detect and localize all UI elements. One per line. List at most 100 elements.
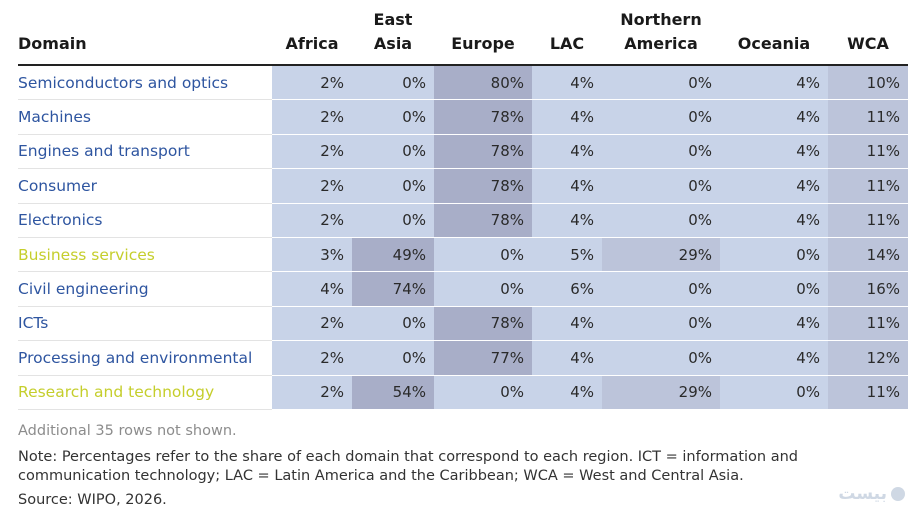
cell-oceania: 0% <box>720 271 828 307</box>
table-row: Processing and environmental 2% 0% 77% 4… <box>18 340 908 376</box>
cell-lac: 4% <box>532 168 602 204</box>
cell-africa: 2% <box>272 203 352 238</box>
table-row: Machines 2% 0% 78% 4% 0% 4% 11% <box>18 99 908 135</box>
cell-wca: 16% <box>828 271 908 307</box>
domain-link[interactable]: Research and technology <box>18 375 272 410</box>
table-row: Electronics 2% 0% 78% 4% 0% 4% 11% <box>18 203 908 238</box>
watermark: بیست <box>838 484 905 504</box>
header-oceania: Oceania <box>720 8 828 66</box>
cell-east-asia: 0% <box>352 203 434 238</box>
domain-link[interactable]: Machines <box>18 99 272 135</box>
domain-region-table: Domain Africa East Asia Europe LAC Northe… <box>18 8 908 410</box>
cell-east-asia: 0% <box>352 340 434 376</box>
domain-link[interactable]: Processing and environmental <box>18 340 272 376</box>
cell-lac: 4% <box>532 99 602 135</box>
cell-northern-america: 29% <box>602 237 720 273</box>
cell-east-asia: 74% <box>352 271 434 307</box>
cell-oceania: 0% <box>720 375 828 410</box>
cell-lac: 4% <box>532 375 602 410</box>
cell-oceania: 4% <box>720 99 828 135</box>
cell-europe: 78% <box>434 99 532 135</box>
cell-east-asia: 0% <box>352 168 434 204</box>
domain-link[interactable]: ICTs <box>18 306 272 342</box>
table-row: Consumer 2% 0% 78% 4% 0% 4% 11% <box>18 168 908 204</box>
cell-northern-america: 0% <box>602 271 720 307</box>
cell-wca: 11% <box>828 168 908 204</box>
domain-link[interactable]: Electronics <box>18 203 272 238</box>
cell-europe: 78% <box>434 134 532 170</box>
table-row: Civil engineering 4% 74% 0% 6% 0% 0% 16% <box>18 271 908 307</box>
domain-link[interactable]: Engines and transport <box>18 134 272 170</box>
cell-northern-america: 0% <box>602 168 720 204</box>
cell-europe: 77% <box>434 340 532 376</box>
cell-east-asia: 0% <box>352 306 434 342</box>
table-note: Note: Percentages refer to the share of … <box>18 449 798 484</box>
cell-africa: 2% <box>272 375 352 410</box>
domain-link[interactable]: Civil engineering <box>18 271 272 307</box>
domain-link[interactable]: Semiconductors and optics <box>18 65 272 101</box>
header-europe: Europe <box>434 8 532 66</box>
cell-oceania: 0% <box>720 237 828 273</box>
cell-europe: 0% <box>434 237 532 273</box>
header-east-asia-line2: Asia <box>373 34 413 53</box>
cell-europe: 78% <box>434 203 532 238</box>
header-east-asia: East Asia <box>352 8 434 66</box>
header-row: Domain Africa East Asia Europe LAC Northe… <box>18 8 908 66</box>
cell-northern-america: 0% <box>602 203 720 238</box>
header-northern-america: Northern America <box>602 8 720 66</box>
cell-lac: 4% <box>532 65 602 101</box>
watermark-text: بیست <box>838 484 887 504</box>
cell-europe: 78% <box>434 168 532 204</box>
cell-europe: 80% <box>434 65 532 101</box>
header-wca: WCA <box>828 8 908 66</box>
cell-east-asia: 0% <box>352 134 434 170</box>
header-africa: Africa <box>272 8 352 66</box>
cell-europe: 0% <box>434 375 532 410</box>
cell-lac: 6% <box>532 271 602 307</box>
domain-link[interactable]: Business services <box>18 237 272 273</box>
cell-east-asia: 49% <box>352 237 434 273</box>
table-row: Semiconductors and optics 2% 0% 80% 4% 0… <box>18 65 908 101</box>
cell-northern-america: 0% <box>602 99 720 135</box>
cell-lac: 4% <box>532 203 602 238</box>
cell-europe: 0% <box>434 271 532 307</box>
watermark-logo-icon <box>891 487 905 501</box>
cell-northern-america: 0% <box>602 340 720 376</box>
cell-africa: 3% <box>272 237 352 273</box>
header-northern-america-line1: Northern <box>620 10 702 29</box>
cell-east-asia: 0% <box>352 65 434 101</box>
cell-lac: 4% <box>532 306 602 342</box>
cell-africa: 2% <box>272 168 352 204</box>
table-row: ICTs 2% 0% 78% 4% 0% 4% 11% <box>18 306 908 342</box>
cell-oceania: 4% <box>720 340 828 376</box>
cell-east-asia: 0% <box>352 99 434 135</box>
cell-africa: 2% <box>272 340 352 376</box>
cell-lac: 4% <box>532 340 602 376</box>
cell-wca: 12% <box>828 340 908 376</box>
header-east-asia-line1: East <box>373 10 413 29</box>
table-footer: Additional 35 rows not shown. Note: Perc… <box>18 422 898 510</box>
cell-wca: 14% <box>828 237 908 273</box>
cell-oceania: 4% <box>720 168 828 204</box>
cell-oceania: 4% <box>720 65 828 101</box>
header-domain: Domain <box>18 8 272 66</box>
more-rows-text: Additional 35 rows not shown. <box>18 423 237 439</box>
cell-africa: 4% <box>272 271 352 307</box>
cell-africa: 2% <box>272 134 352 170</box>
domain-link[interactable]: Consumer <box>18 168 272 204</box>
cell-wca: 10% <box>828 65 908 101</box>
cell-wca: 11% <box>828 306 908 342</box>
cell-oceania: 4% <box>720 306 828 342</box>
header-lac: LAC <box>532 8 602 66</box>
cell-africa: 2% <box>272 99 352 135</box>
cell-africa: 2% <box>272 306 352 342</box>
cell-europe: 78% <box>434 306 532 342</box>
cell-northern-america: 0% <box>602 306 720 342</box>
cell-northern-america: 29% <box>602 375 720 410</box>
cell-wca: 11% <box>828 375 908 410</box>
table-row: Research and technology 2% 54% 0% 4% 29%… <box>18 375 908 410</box>
cell-oceania: 4% <box>720 134 828 170</box>
table-source: Source: WIPO, 2026. <box>18 492 167 508</box>
cell-northern-america: 0% <box>602 134 720 170</box>
cell-wca: 11% <box>828 134 908 170</box>
